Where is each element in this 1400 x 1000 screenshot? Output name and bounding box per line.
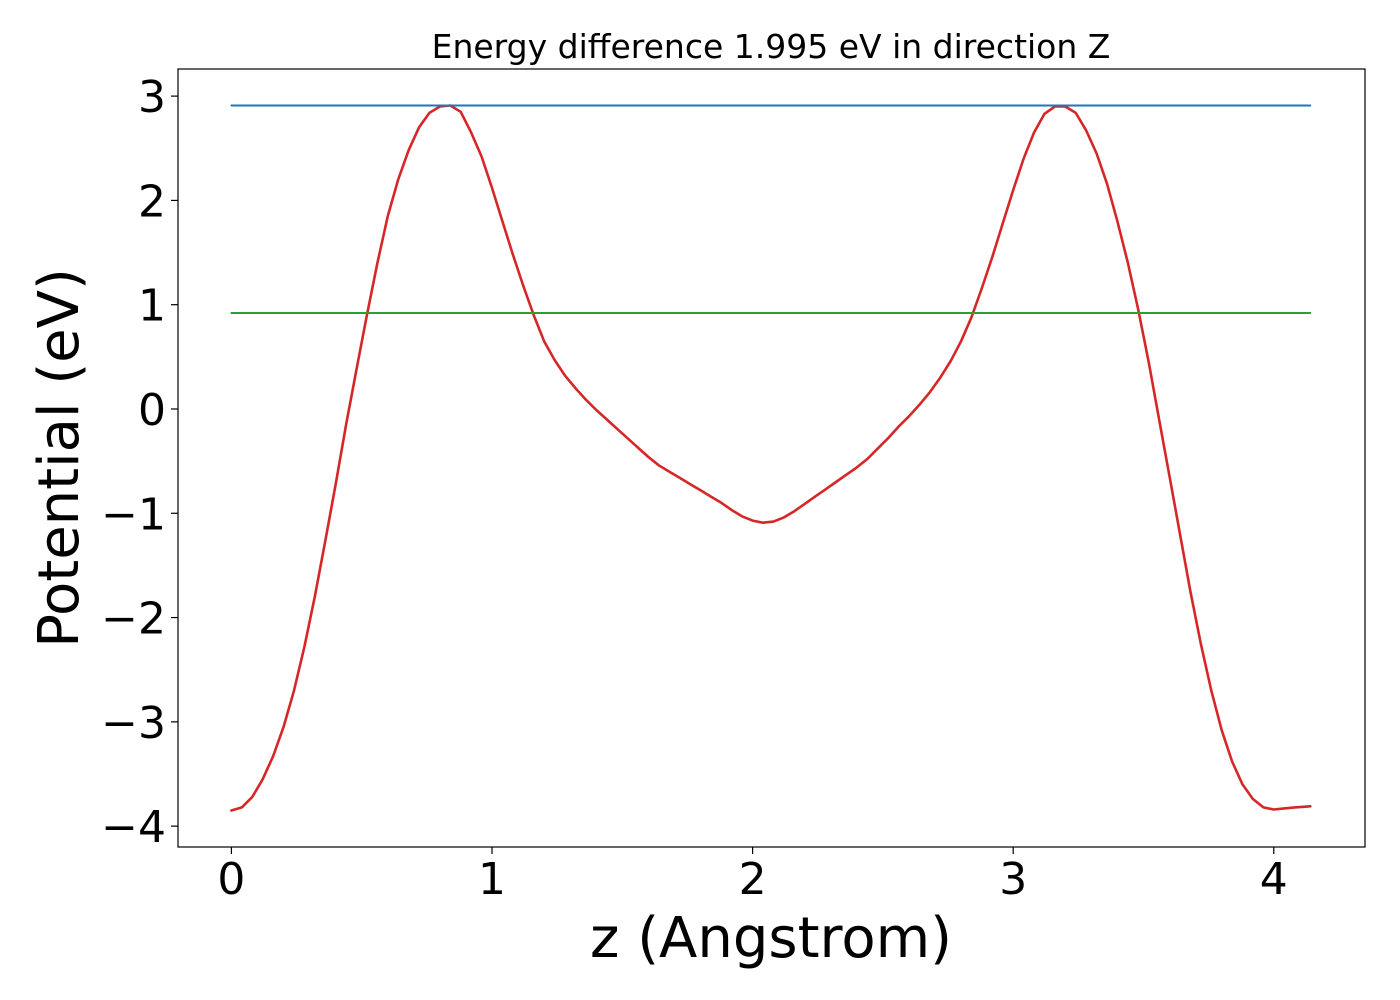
x-tick-label: 3	[999, 854, 1027, 905]
y-tick-label: 1	[138, 281, 166, 332]
x-axis: 0 1 2 3 4	[217, 847, 1288, 905]
y-tick-label: 3	[138, 72, 166, 123]
x-tick-label: 1	[478, 854, 506, 905]
y-axis: −4 −3 −2 −1 0 1 2 3	[101, 72, 178, 853]
y-tick-label: −1	[101, 489, 166, 540]
x-tick-label: 2	[739, 854, 767, 905]
y-tick-label: −3	[101, 698, 166, 749]
potential-curve	[230, 104, 1312, 812]
y-axis-label: Potential (eV)	[27, 268, 92, 648]
x-tick-label: 0	[217, 854, 245, 905]
plot-area	[177, 68, 1366, 848]
y-tick-label: 0	[138, 385, 166, 436]
x-axis-label: z (Angstrom)	[590, 906, 952, 971]
plot-frame	[177, 68, 1366, 848]
series-layer	[230, 104, 1312, 812]
x-tick-label: 4	[1260, 854, 1288, 905]
y-tick-label: −4	[101, 802, 166, 853]
chart-title: Energy difference 1.995 eV in direction …	[432, 27, 1111, 66]
y-tick-label: −2	[101, 594, 166, 645]
y-tick-label: 2	[138, 176, 166, 227]
